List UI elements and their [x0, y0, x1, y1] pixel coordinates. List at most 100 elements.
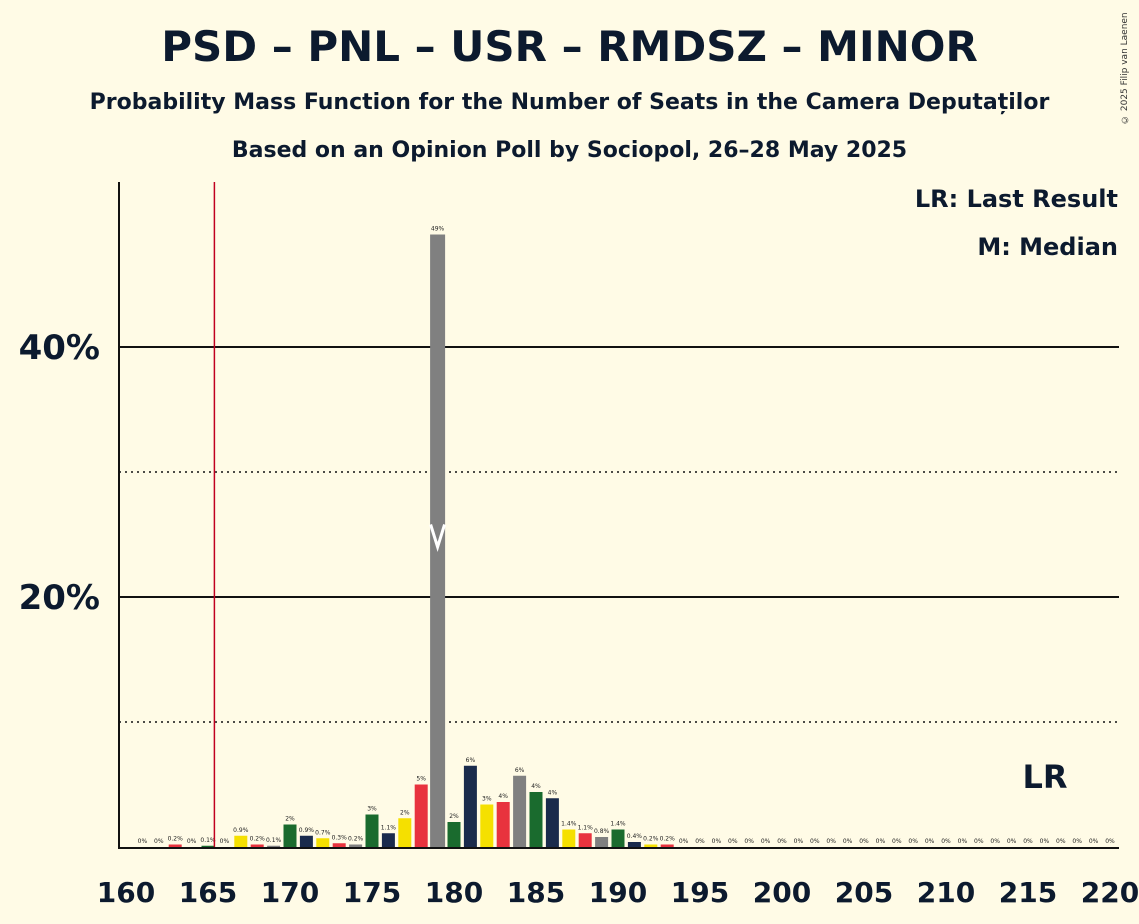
- bar-177: [398, 818, 412, 847]
- bar-180: [447, 822, 461, 847]
- bar-165: [201, 845, 215, 847]
- chart-subtitle: Probability Mass Function for the Number…: [89, 90, 1050, 115]
- bar-label-195: 0%: [695, 838, 705, 845]
- bar-183: [496, 802, 510, 847]
- bar-191: [627, 842, 641, 847]
- x-tick-label: 160: [97, 876, 155, 909]
- bar-label-175: 3%: [367, 806, 377, 813]
- bar-label-188: 1.1%: [578, 824, 594, 831]
- bar-187: [562, 829, 576, 847]
- bar-label-190: 1.4%: [610, 821, 626, 828]
- bar-173: [332, 843, 346, 847]
- median-marker: [429, 524, 447, 553]
- x-tick-label: 200: [753, 876, 811, 909]
- bar-189: [595, 837, 609, 847]
- bar-label-205: 0%: [859, 838, 869, 845]
- bar-label-174: 0.2%: [348, 836, 364, 843]
- x-tick-label: 210: [917, 876, 975, 909]
- bar-181: [463, 765, 477, 847]
- bar-label-216: 0%: [1040, 838, 1050, 845]
- bars: 0% 0% 0.2% 0% 0.1% 0%0.9%0.2% 0.1%2%0.9% 0.7%0.…: [138, 226, 1115, 847]
- bar-label-166: 0%: [220, 838, 230, 845]
- bar-label-180: 2%: [449, 813, 459, 820]
- x-tick-label: 185: [507, 876, 565, 909]
- bar-190: [611, 829, 625, 847]
- bar-label-217: 0%: [1056, 838, 1066, 845]
- bar-label-189: 0.8%: [594, 828, 610, 835]
- bar-185: [529, 792, 543, 847]
- bar-label-177: 2%: [400, 809, 410, 816]
- x-tick-label: 190: [589, 876, 647, 909]
- bar-label-209: 0%: [925, 838, 935, 845]
- x-tick-label: 180: [425, 876, 483, 909]
- bar-label-181: 6%: [466, 757, 476, 764]
- bar-label-172: 0.7%: [315, 829, 331, 836]
- bar-163: [168, 844, 182, 847]
- bar-label-208: 0%: [908, 838, 918, 845]
- bar-169: [267, 845, 281, 847]
- x-tick-label: 195: [671, 876, 729, 909]
- bar-label-173: 0.3%: [332, 834, 348, 841]
- bar-label-185: 4%: [531, 783, 541, 790]
- bar-label-192: 0.2%: [643, 836, 659, 843]
- bar-label-182: 3%: [482, 796, 492, 803]
- x-tick-label: 165: [179, 876, 237, 909]
- bar-label-169: 0.1%: [266, 837, 282, 844]
- legend-last-result: LR: Last Result: [914, 185, 1118, 213]
- bar-182: [480, 804, 494, 847]
- bar-170: [283, 824, 297, 847]
- bar-label-170: 2%: [285, 816, 295, 823]
- bar-label-171: 0.9%: [299, 827, 315, 834]
- bar-label-214: 0%: [1007, 838, 1017, 845]
- chart-source: Based on an Opinion Poll by Sociopol, 26…: [231, 138, 908, 163]
- bar-176: [381, 833, 395, 847]
- axes: [118, 182, 1119, 849]
- bar-label-161: 0%: [138, 838, 148, 845]
- bar-168: [250, 844, 264, 847]
- bar-label-162: 0%: [154, 838, 164, 845]
- x-tick-label: 170: [261, 876, 319, 909]
- bar-186: [545, 798, 559, 847]
- bar-label-197: 0%: [728, 838, 738, 845]
- x-tick-label: 220: [1081, 876, 1139, 909]
- bar-171: [299, 835, 313, 847]
- bar-label-201: 0%: [794, 838, 804, 845]
- bar-label-212: 0%: [974, 838, 984, 845]
- bar-label-193: 0.2%: [660, 836, 676, 843]
- bar-184: [513, 775, 527, 847]
- bar-label-187: 1.4%: [561, 821, 577, 828]
- bar-label-167: 0.9%: [233, 827, 249, 834]
- legend-median: M: Median: [977, 233, 1118, 261]
- y-tick-label: 40%: [19, 328, 100, 368]
- last-result-marker: LR: [1022, 758, 1067, 796]
- bar-label-220: 0%: [1105, 838, 1115, 845]
- bar-188: [578, 833, 592, 847]
- bar-193: [660, 844, 674, 847]
- bar-172: [316, 838, 330, 847]
- bar-label-219: 0%: [1089, 838, 1099, 845]
- bar-label-165: 0.1%: [200, 837, 216, 844]
- bar-label-163: 0.2%: [168, 836, 184, 843]
- x-tick-label: 205: [835, 876, 893, 909]
- bar-label-210: 0%: [941, 838, 951, 845]
- bar-label-207: 0%: [892, 838, 902, 845]
- bar-label-196: 0%: [712, 838, 722, 845]
- bar-label-215: 0%: [1023, 838, 1033, 845]
- bar-179: [430, 234, 446, 847]
- bar-192: [644, 844, 658, 847]
- bar-175: [365, 814, 379, 847]
- bar-label-211: 0%: [958, 838, 968, 845]
- bar-label-186: 4%: [548, 789, 558, 796]
- bar-label-194: 0%: [679, 838, 689, 845]
- bar-label-206: 0%: [876, 838, 886, 845]
- bar-label-191: 0.4%: [627, 833, 643, 840]
- chart-title: PSD – PNL – USR – RMDSZ – MINOR: [161, 22, 978, 71]
- bar-label-179: 49%: [431, 226, 445, 233]
- bar-label-202: 0%: [810, 838, 820, 845]
- y-tick-label: 20%: [19, 578, 100, 618]
- bar-label-199: 0%: [761, 838, 771, 845]
- x-tick-label: 175: [343, 876, 401, 909]
- bar-label-198: 0%: [744, 838, 754, 845]
- bar-174: [349, 844, 363, 847]
